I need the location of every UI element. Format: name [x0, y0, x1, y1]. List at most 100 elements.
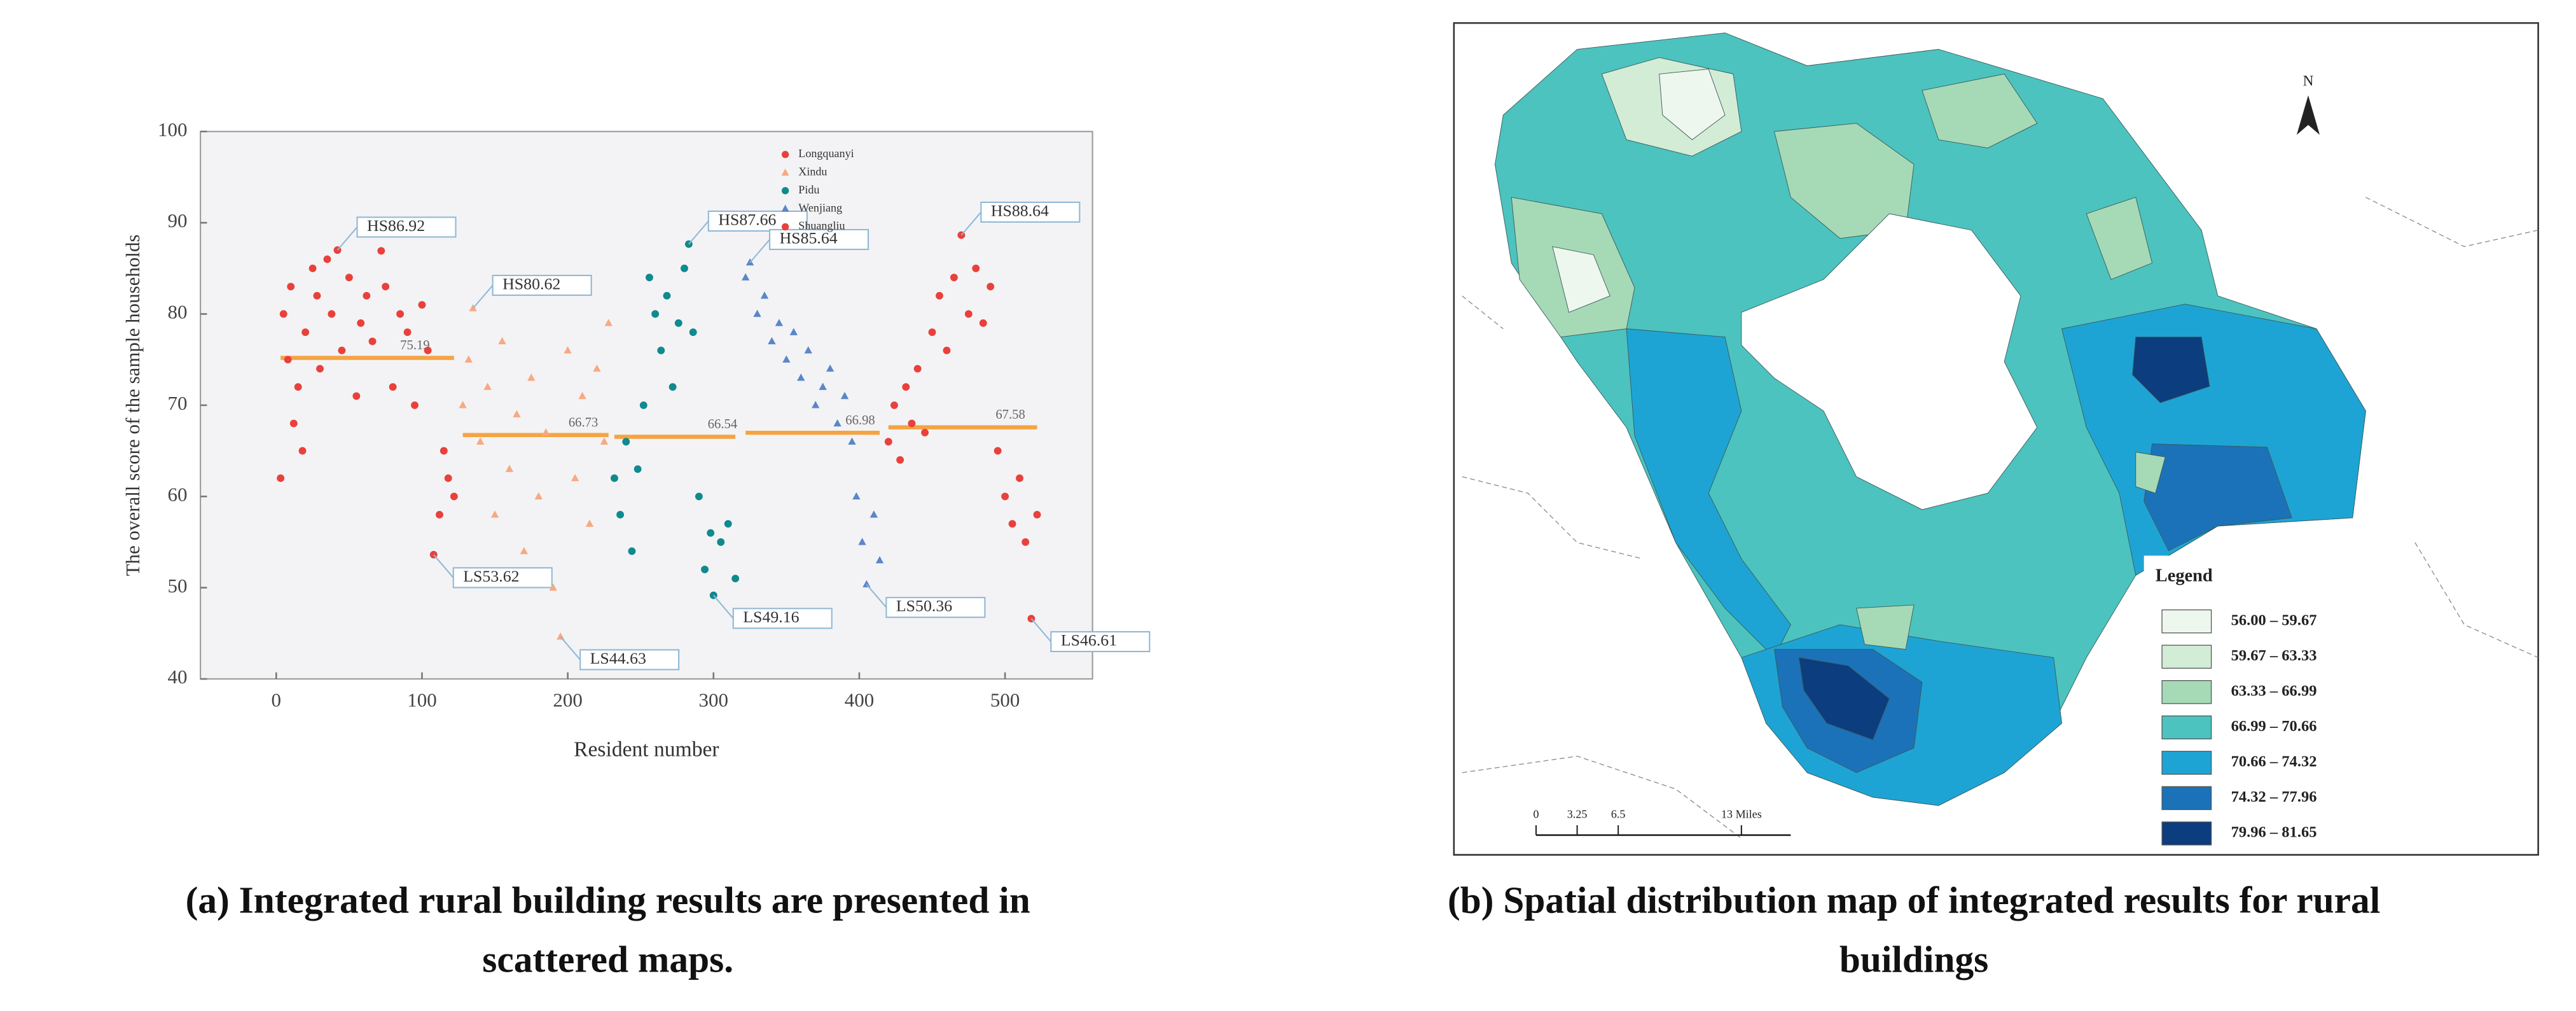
point	[450, 492, 458, 501]
point	[812, 401, 820, 408]
x-tick-label: 300	[699, 688, 728, 711]
point	[277, 474, 285, 482]
map-legend-label: 56.00 – 59.67	[2231, 611, 2317, 629]
callout-box	[492, 274, 592, 296]
point	[301, 328, 310, 337]
point	[789, 328, 798, 335]
callout-pointer	[336, 227, 358, 251]
map-region	[1659, 69, 1726, 141]
point	[424, 346, 432, 354]
map-legend-label: 79.96 – 81.65	[2231, 824, 2317, 841]
point	[593, 364, 601, 372]
point	[345, 274, 353, 282]
point	[323, 255, 331, 263]
map-region	[2132, 337, 2210, 403]
callout-label: LS46.61	[1061, 631, 1117, 649]
y-tick-label: 50	[167, 575, 187, 597]
point	[994, 447, 1002, 455]
point	[542, 428, 550, 436]
point	[440, 447, 448, 455]
point	[639, 401, 647, 409]
point	[377, 247, 385, 255]
map-boundary	[1462, 295, 1504, 330]
callout-pointer	[433, 554, 454, 578]
callout-pointer	[472, 284, 494, 309]
map-boundary	[1462, 476, 1644, 560]
map-region	[1552, 246, 1610, 313]
map-legend-swatch	[2161, 680, 2212, 704]
point	[921, 428, 929, 436]
callout-pointer	[960, 211, 982, 236]
point	[657, 346, 665, 354]
legend-marker	[781, 204, 789, 212]
map-legend-swatch	[2161, 715, 2212, 740]
map-legend-label: 70.66 – 74.32	[2231, 753, 2317, 770]
point	[875, 555, 884, 564]
point	[797, 373, 805, 381]
point	[840, 391, 849, 400]
point	[651, 310, 660, 318]
x-tick-label: 100	[407, 688, 436, 711]
map-region	[2086, 197, 2153, 280]
point	[695, 492, 703, 501]
point	[289, 419, 298, 428]
legend-label: Pidu	[798, 183, 819, 196]
callout-label: LS49.16	[743, 608, 799, 626]
point	[646, 274, 653, 282]
point	[987, 282, 995, 291]
point	[1033, 511, 1041, 519]
point	[287, 282, 295, 291]
point	[634, 465, 642, 473]
point	[884, 438, 892, 446]
scale-label: 6.5	[1611, 808, 1626, 821]
legend-label: Shuangliu	[798, 220, 845, 232]
point	[308, 264, 317, 272]
callout-label: LS44.63	[590, 649, 646, 667]
y-tick-label: 90	[167, 209, 187, 232]
point	[950, 274, 958, 282]
point	[1016, 474, 1023, 482]
mean-label: 66.73	[569, 415, 598, 429]
map-legend-swatch	[2161, 645, 2212, 669]
point	[611, 474, 618, 482]
callout-pointer	[1030, 618, 1052, 643]
point	[1008, 520, 1016, 528]
point	[622, 438, 630, 446]
point	[298, 447, 307, 455]
mean-label: 75.19	[400, 338, 429, 352]
y-tick-label: 100	[158, 118, 187, 141]
map-region	[1922, 73, 2038, 149]
y-axis-label: The overall score of the sample househol…	[121, 234, 144, 576]
point	[869, 510, 878, 518]
x-axis-label: Resident number	[574, 737, 719, 761]
point	[564, 346, 572, 354]
point	[294, 383, 302, 391]
point	[498, 337, 506, 345]
caption: (b) Spatial distribution map of integrat…	[1448, 879, 2380, 921]
point	[760, 291, 769, 299]
map-region	[1741, 213, 2038, 510]
x-tick-label: 200	[553, 688, 582, 711]
point	[556, 632, 565, 640]
map-legend-label: 59.67 – 63.33	[2231, 647, 2317, 664]
callout-box	[885, 597, 986, 618]
caption: scattered maps.	[482, 938, 733, 980]
callout-pointer	[749, 239, 770, 263]
point	[681, 264, 688, 272]
y-tick-label: 80	[167, 301, 187, 323]
point	[902, 383, 910, 391]
point	[668, 383, 677, 391]
callout-box	[769, 228, 869, 250]
point	[768, 337, 776, 345]
callout-label: HS86.92	[367, 216, 425, 235]
map-legend-swatch	[2161, 609, 2212, 634]
callout-box	[356, 216, 457, 238]
map-region	[2143, 443, 2292, 552]
map-region	[1856, 604, 1915, 650]
map-region	[1798, 657, 1890, 741]
point	[571, 473, 579, 482]
point	[585, 519, 594, 527]
point	[782, 355, 791, 363]
map-region	[1626, 328, 1791, 659]
